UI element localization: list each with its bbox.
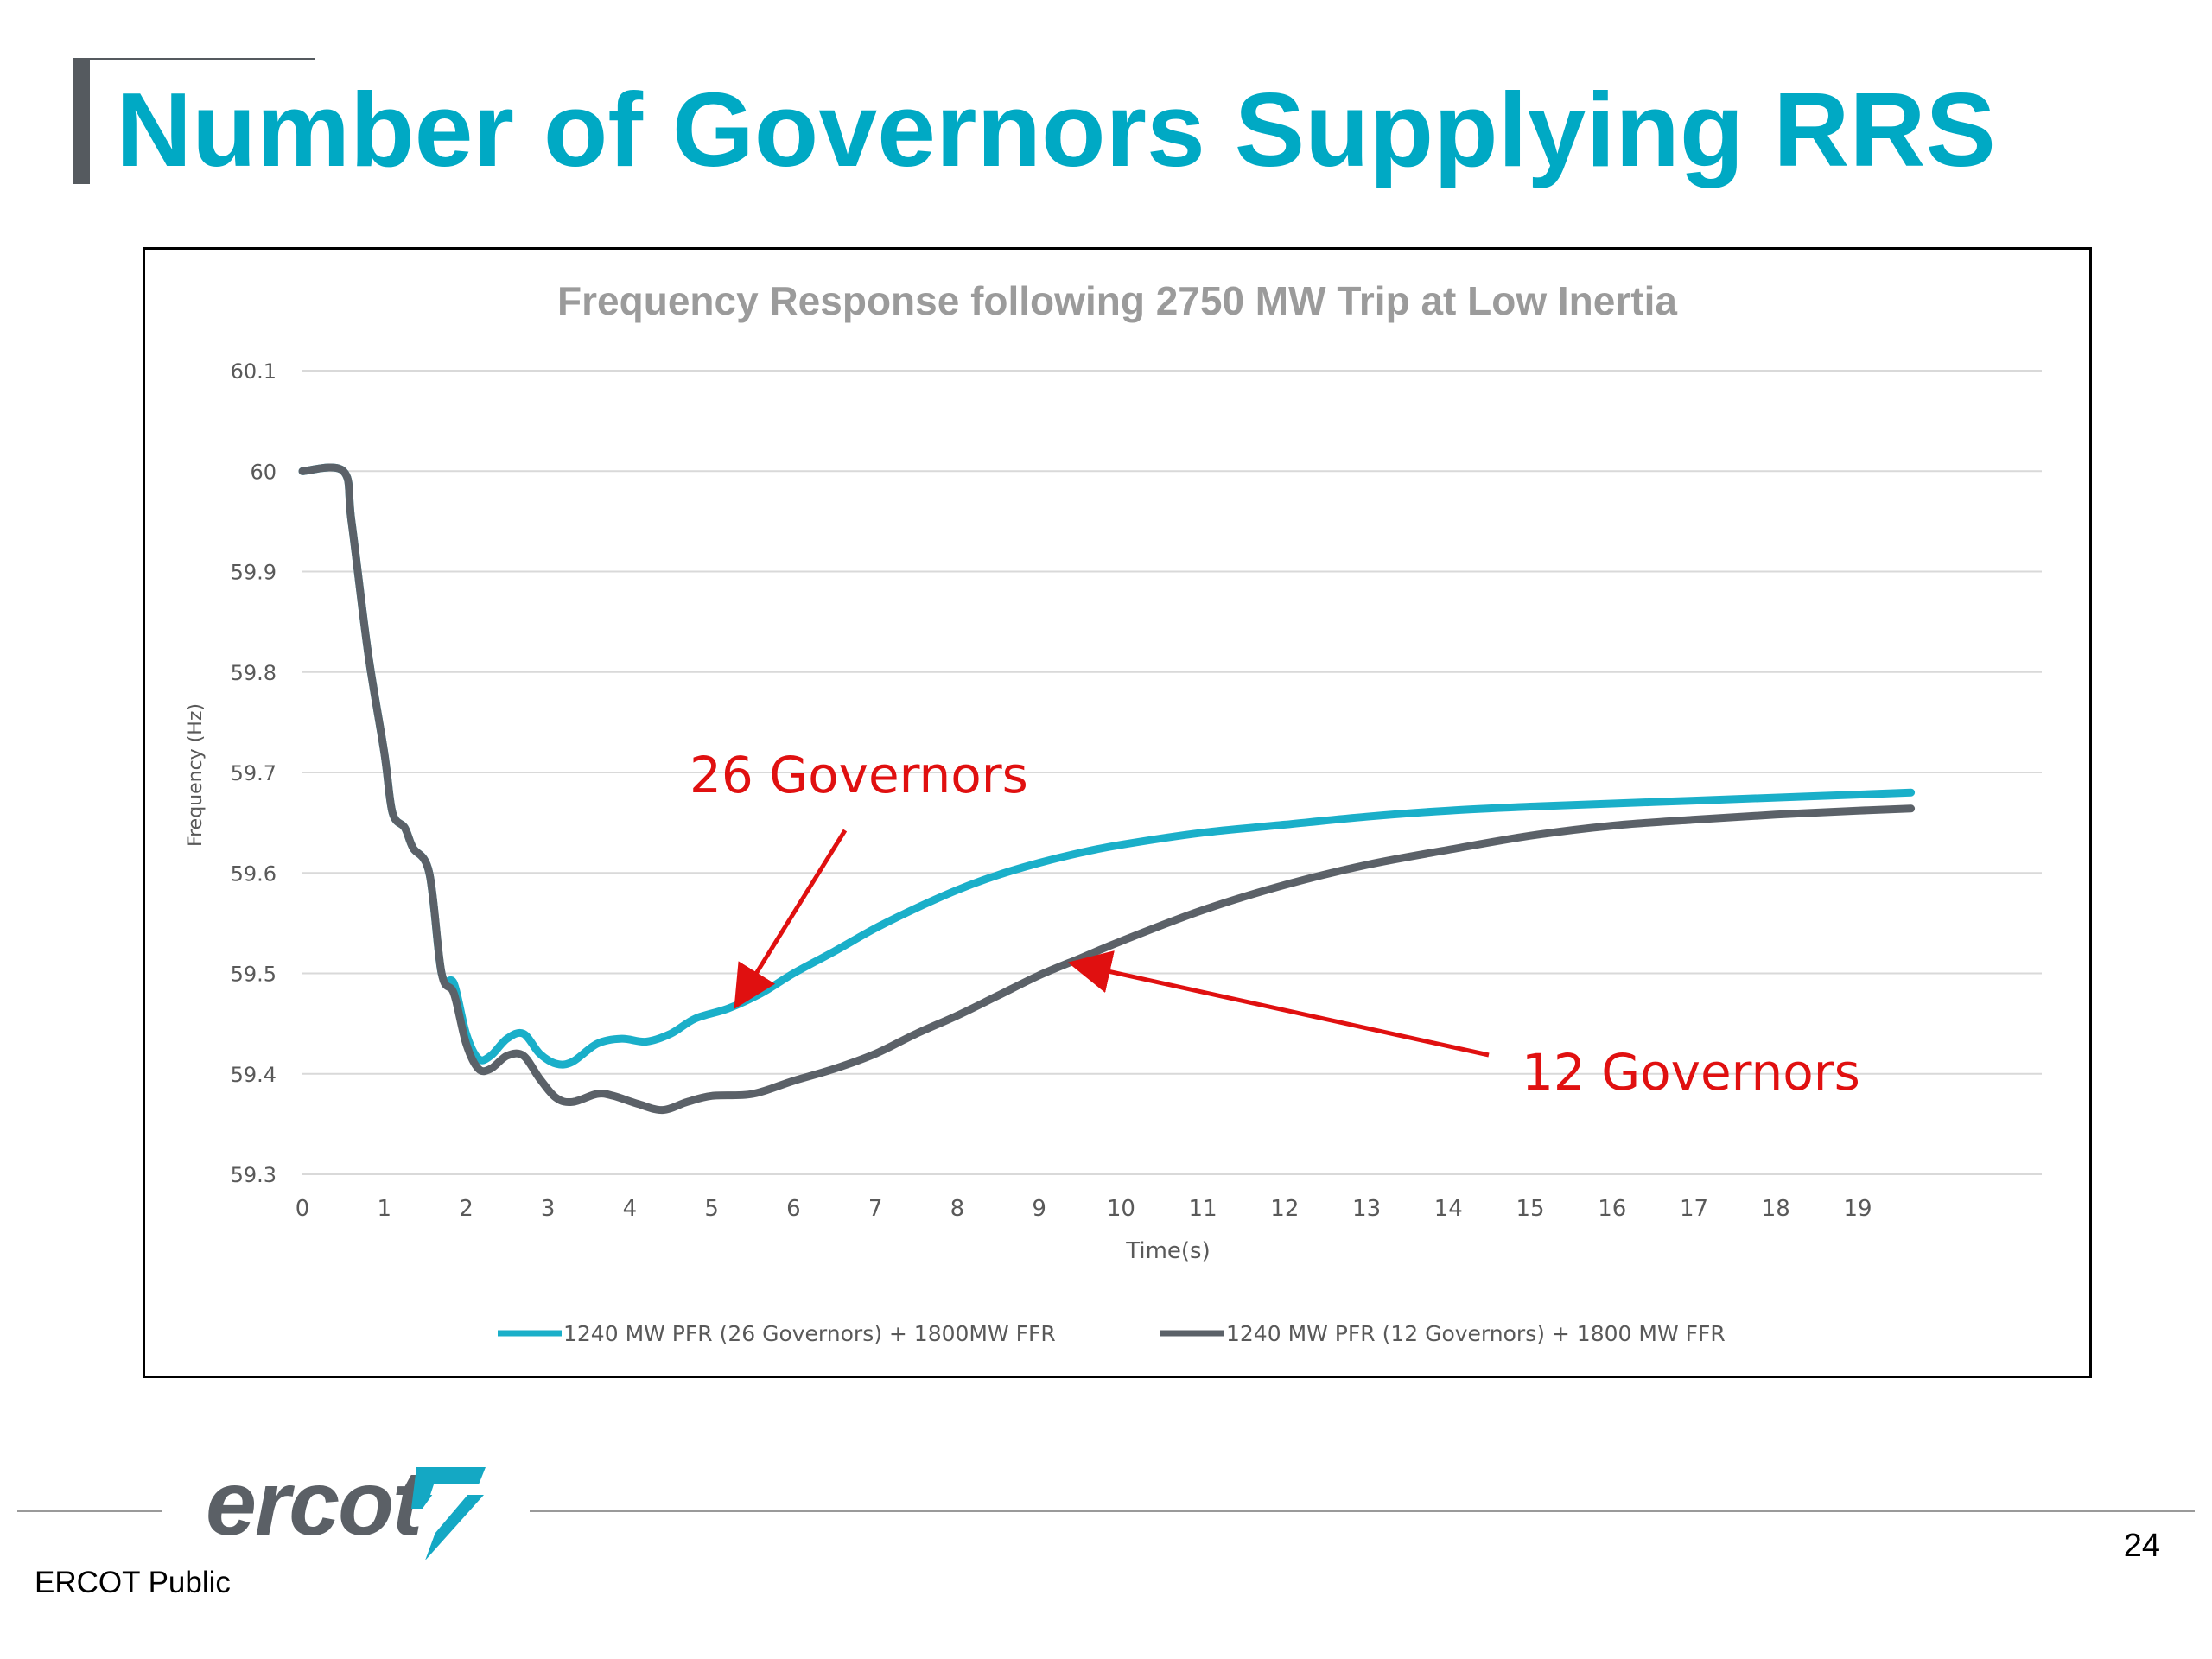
ercot-logo: ercot: [206, 1452, 423, 1554]
y-tick-label: 59.5: [231, 963, 276, 987]
x-tick-label: 7: [868, 1196, 883, 1222]
y-tick-label: 59.7: [231, 761, 276, 785]
y-tick-label: 59.3: [231, 1163, 276, 1187]
x-tick-label: 16: [1598, 1196, 1626, 1222]
x-tick-label: 6: [786, 1196, 801, 1222]
annotations: 26 Governors 12 Governors: [690, 746, 1860, 1102]
classification-label: ERCOT Public: [35, 1566, 231, 1599]
annotation-arrow-26: [734, 829, 848, 1009]
y-tick-label: 59.6: [231, 861, 276, 886]
series-line-12-governors: [298, 463, 1916, 1115]
y-axis-label: Frequency (Hz): [185, 703, 207, 847]
y-axis-ticks: 60.1 60 59.9 59.8 59.7 59.6 59.5 59.4 59.3: [231, 359, 276, 1187]
annotation-arrow-12: [1067, 950, 1490, 1058]
title-accent-rule: [73, 58, 315, 60]
x-tick-label: 12: [1270, 1196, 1299, 1222]
x-tick-label: 9: [1032, 1196, 1046, 1222]
legend-label-12-governors: 1240 MW PFR (12 Governors) + 1800 MW FFR: [1226, 1321, 1726, 1346]
legend: 1240 MW PFR (26 Governors) + 1800MW FFR …: [498, 1321, 1726, 1346]
y-tick-label: 59.4: [231, 1063, 276, 1087]
slide-title: Number of Governors Supplying RRS: [116, 71, 1996, 188]
x-tick-label: 18: [1762, 1196, 1790, 1222]
x-tick-label: 15: [1516, 1196, 1545, 1222]
x-tick-label: 17: [1680, 1196, 1708, 1222]
x-tick-label: 10: [1107, 1196, 1135, 1222]
annotation-26-governors: 26 Governors: [690, 746, 1028, 804]
footer-rule-left: [17, 1510, 162, 1512]
chart-frame: Frequency Response following 2750 MW Tri…: [143, 247, 2092, 1378]
x-tick-label: 19: [1843, 1196, 1872, 1222]
legend-label-26-governors: 1240 MW PFR (26 Governors) + 1800MW FFR: [563, 1321, 1056, 1346]
page-number: 24: [2123, 1528, 2160, 1564]
x-tick-label: 14: [1434, 1196, 1463, 1222]
series-line-26-governors: [298, 463, 1916, 1069]
series-lines: [298, 463, 1916, 1115]
ercot-bolt-icon: [411, 1467, 486, 1560]
x-axis-ticks: 0 1 2 3 4 5 6 7 8 9 10 11 12 13 14 15 16 17 18 19: [296, 1196, 1872, 1222]
x-axis-label: Time(s): [1125, 1238, 1210, 1264]
x-tick-label: 11: [1189, 1196, 1217, 1222]
frequency-response-chart: Frequency Response following 2750 MW Tri…: [185, 278, 2042, 1346]
y-tick-label: 59.8: [231, 661, 276, 685]
gridlines: [302, 370, 2042, 1175]
footer-rule-right: [530, 1510, 2195, 1512]
x-tick-label: 1: [377, 1196, 391, 1222]
x-tick-label: 5: [704, 1196, 719, 1222]
y-tick-label: 60.1: [231, 359, 276, 384]
x-tick-label: 2: [459, 1196, 474, 1222]
chart-title: Frequency Response following 2750 MW Tri…: [557, 278, 1677, 323]
x-tick-label: 8: [950, 1196, 965, 1222]
title-accent-bar: [73, 58, 90, 184]
x-tick-label: 0: [296, 1196, 310, 1222]
y-tick-label: 60: [250, 460, 276, 484]
annotation-12-governors: 12 Governors: [1522, 1043, 1860, 1102]
x-tick-label: 4: [623, 1196, 638, 1222]
y-tick-label: 59.9: [231, 561, 276, 585]
x-tick-label: 3: [541, 1196, 556, 1222]
x-tick-label: 13: [1352, 1196, 1381, 1222]
